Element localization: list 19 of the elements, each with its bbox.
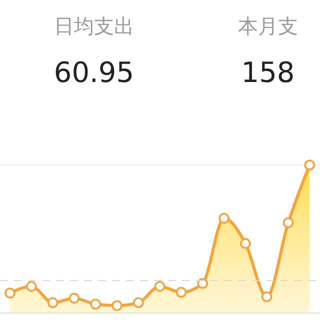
point	[197, 278, 208, 289]
text: 60.95	[54, 56, 134, 89]
point	[68, 292, 80, 304]
point	[154, 280, 166, 292]
point	[240, 238, 251, 249]
point	[90, 298, 101, 310]
point	[47, 297, 58, 308]
point	[282, 217, 294, 228]
point	[304, 160, 315, 170]
point	[218, 212, 230, 224]
point	[133, 297, 144, 308]
point	[176, 286, 187, 298]
point	[261, 291, 272, 302]
point	[26, 280, 37, 292]
point	[112, 300, 122, 311]
text: 本月支	[238, 14, 298, 38]
text: 日均支出	[54, 14, 134, 38]
text: 158	[241, 56, 295, 89]
point	[4, 288, 16, 298]
